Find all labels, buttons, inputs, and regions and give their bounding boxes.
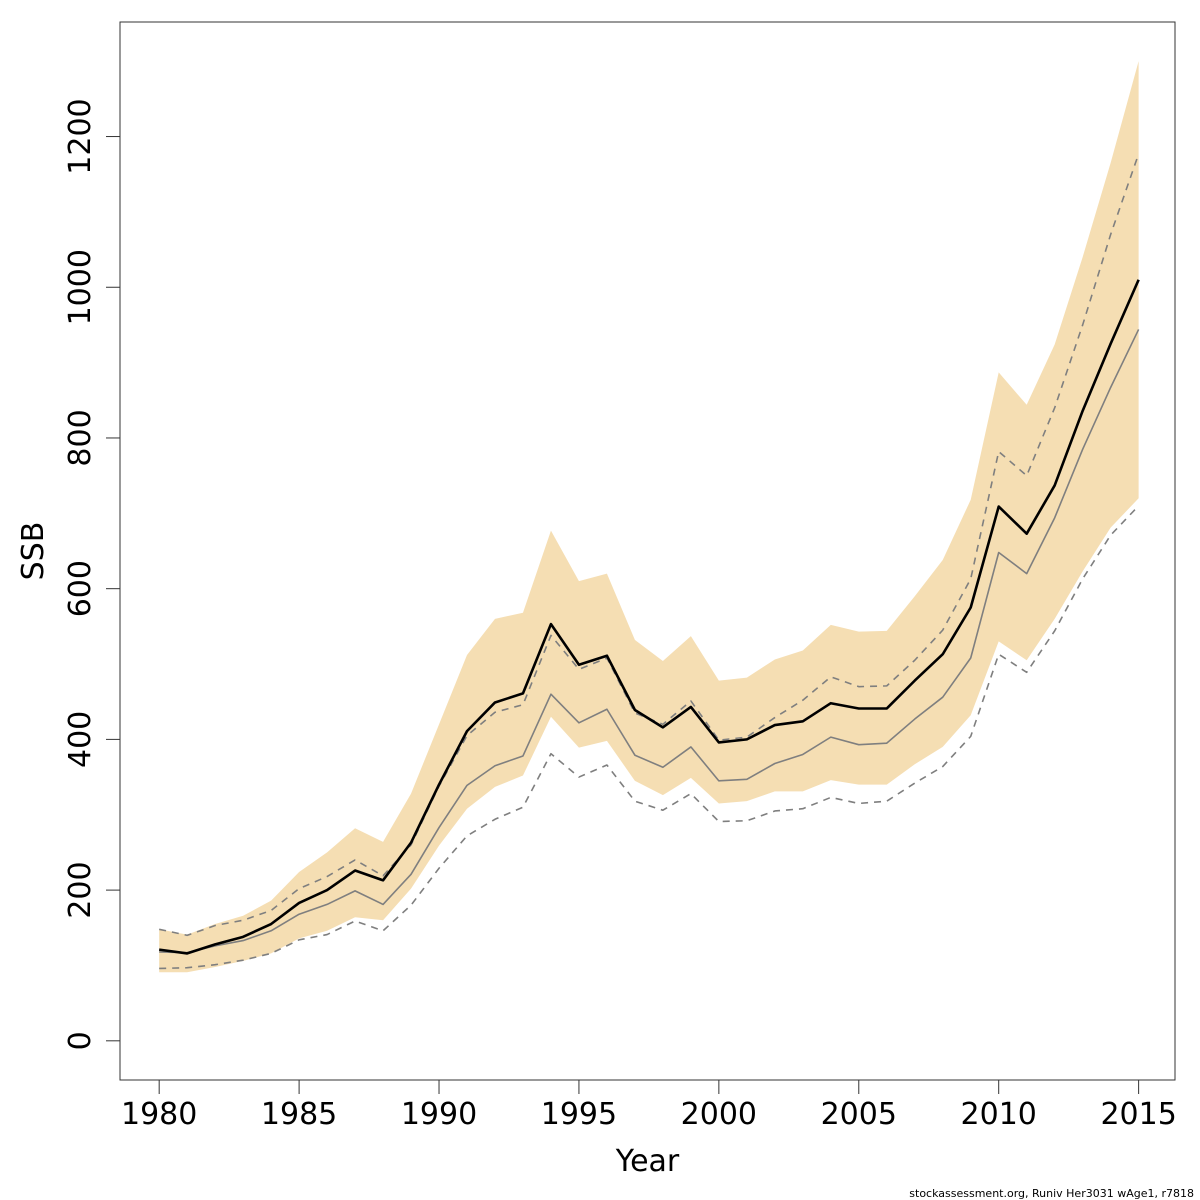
series-line-0: [159, 279, 1140, 955]
x-tick-label: 2005: [821, 1097, 897, 1132]
y-axis: 0 200 400 600 800 1000 1200: [63, 98, 121, 1050]
series-line-3: [159, 505, 1140, 970]
x-tick-label: 2010: [961, 1097, 1037, 1132]
y-axis-title: SSB: [16, 522, 51, 581]
x-tick-label: 1990: [401, 1097, 477, 1132]
y-tick-label: 400: [63, 711, 98, 768]
series-layer: [159, 153, 1140, 970]
y-tick-label: 600: [63, 560, 98, 617]
y-tick-label: 1200: [63, 98, 98, 174]
x-tick-label: 2015: [1100, 1097, 1176, 1132]
y-tick-label: 1000: [63, 249, 98, 325]
x-tick-label: 2000: [681, 1097, 757, 1132]
confidence-band: [159, 61, 1139, 973]
x-tick-label: 1995: [541, 1097, 617, 1132]
x-axis: 1980 1985 1990 1995 2000 2005 2010 2015: [121, 1079, 1177, 1132]
series-line-1: [159, 329, 1140, 954]
y-tick-label: 0: [63, 1031, 98, 1050]
x-axis-title: Year: [615, 1144, 680, 1179]
confidence-band-layer: [159, 61, 1139, 973]
y-tick-label: 200: [63, 861, 98, 918]
source-credit: stockassessment.org, Runiv Her3031 wAge1…: [909, 1187, 1194, 1200]
x-tick-label: 1980: [121, 1097, 197, 1132]
x-tick-label: 1985: [261, 1097, 337, 1132]
y-tick-label: 800: [63, 409, 98, 466]
